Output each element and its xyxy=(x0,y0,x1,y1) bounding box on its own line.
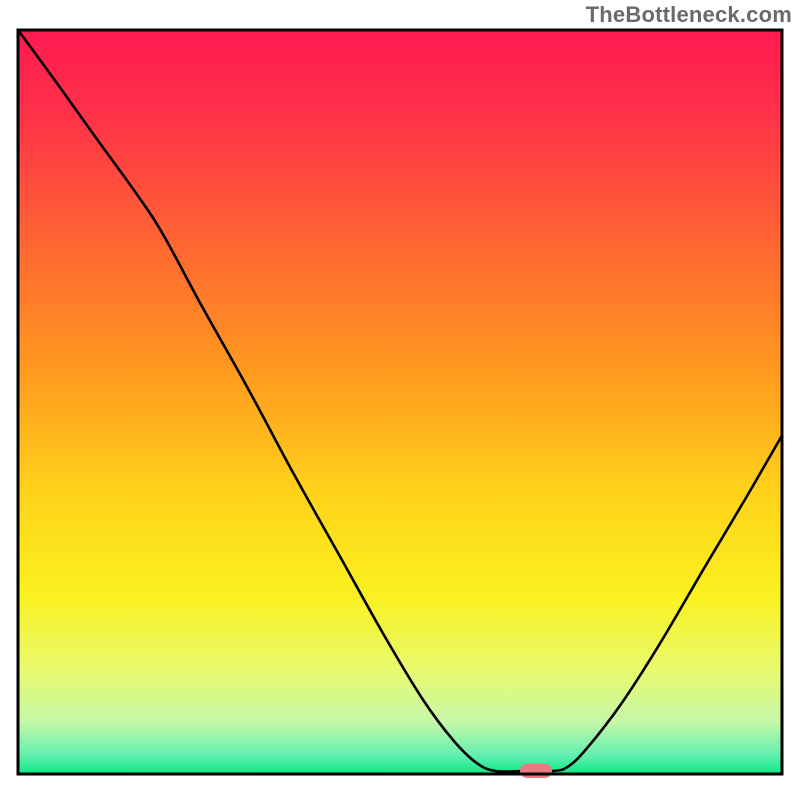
watermark-text: TheBottleneck.com xyxy=(586,2,792,28)
optimal-marker xyxy=(520,764,552,778)
bottleneck-chart xyxy=(0,0,800,800)
chart-stage: TheBottleneck.com xyxy=(0,0,800,800)
